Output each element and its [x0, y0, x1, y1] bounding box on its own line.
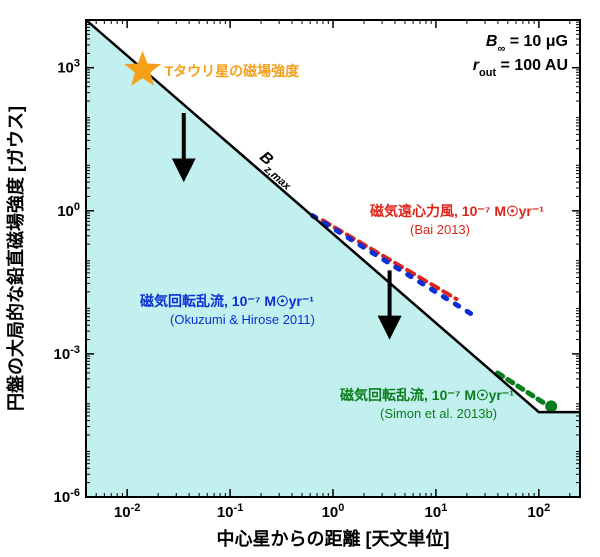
star-label: Tタウリ星の磁場強度 [165, 63, 301, 79]
series-label: 磁気遠心力風, 10⁻⁷ M☉yr⁻¹ [370, 203, 544, 219]
series-label-paren: (Simon et al. 2013b) [380, 406, 497, 421]
series-label: 磁気回転乱流, 10⁻⁷ M☉yr⁻¹ [140, 293, 314, 309]
x-axis-label: 中心星からの距離 [天文単位] [217, 528, 450, 549]
series-label-paren: (Okuzumi & Hirose 2011) [170, 312, 315, 327]
series-label-paren: (Bai 2013) [410, 222, 470, 237]
y-axis-label: 円盤の大局的な鉛直磁場強度 [ガウス] [5, 106, 26, 411]
series-label: 磁気回転乱流, 10⁻⁷ M☉yr⁻¹ [340, 387, 514, 403]
series-marker [545, 400, 557, 412]
